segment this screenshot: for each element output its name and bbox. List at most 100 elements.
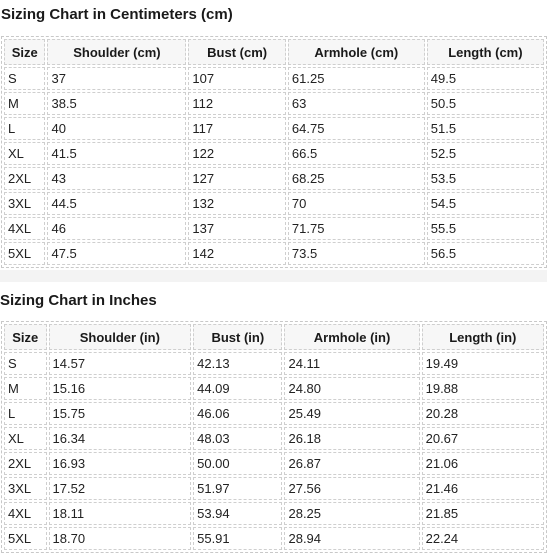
shoulder-cell: 46 (47, 217, 187, 240)
armhole-cell: 27.56 (284, 477, 420, 500)
size-cell: L (4, 117, 46, 140)
armhole-cell: 28.25 (284, 502, 420, 525)
bust-cell: 132 (188, 192, 286, 215)
in-sizing-table: Size Shoulder (in) Bust (in) Armhole (in… (1, 321, 547, 553)
length-cell: 21.85 (421, 502, 544, 525)
armhole-cell: 26.87 (284, 452, 420, 475)
size-cell: M (4, 377, 47, 400)
length-cell: 56.5 (426, 242, 544, 265)
shoulder-cell: 16.93 (48, 452, 192, 475)
armhole-cell: 25.49 (284, 402, 420, 425)
table-row: 4XL 46 137 71.75 55.5 (4, 217, 544, 240)
length-cell: 54.5 (426, 192, 544, 215)
size-cell: XL (4, 427, 47, 450)
armhole-cell: 70 (287, 192, 425, 215)
armhole-cell: 63 (287, 92, 425, 115)
bust-cell: 44.09 (193, 377, 283, 400)
column-header-bust: Bust (cm) (188, 39, 286, 65)
length-cell: 49.5 (426, 67, 544, 90)
column-header-shoulder: Shoulder (in) (48, 324, 192, 350)
in-chart-title: Sizing Chart in Inches (0, 292, 157, 309)
shoulder-cell: 15.75 (48, 402, 192, 425)
column-header-bust: Bust (in) (193, 324, 283, 350)
size-cell: 4XL (4, 217, 46, 240)
table-row: L 40 117 64.75 51.5 (4, 117, 544, 140)
column-header-armhole: Armhole (in) (284, 324, 420, 350)
table-header-row: Size Shoulder (cm) Bust (cm) Armhole (cm… (4, 39, 544, 65)
shoulder-cell: 37 (47, 67, 187, 90)
column-header-length: Length (cm) (426, 39, 544, 65)
shoulder-cell: 16.34 (48, 427, 192, 450)
bust-cell: 112 (188, 92, 286, 115)
column-header-size: Size (4, 324, 47, 350)
size-cell: M (4, 92, 46, 115)
bust-cell: 55.91 (193, 527, 283, 550)
table-row: M 15.16 44.09 24.80 19.88 (4, 377, 544, 400)
armhole-cell: 26.18 (284, 427, 420, 450)
column-header-armhole: Armhole (cm) (287, 39, 425, 65)
shoulder-cell: 14.57 (48, 352, 192, 375)
length-cell: 19.88 (421, 377, 544, 400)
armhole-cell: 71.75 (287, 217, 425, 240)
length-cell: 52.5 (426, 142, 544, 165)
shoulder-cell: 43 (47, 167, 187, 190)
table-row: XL 16.34 48.03 26.18 20.67 (4, 427, 544, 450)
size-cell: 4XL (4, 502, 47, 525)
bust-cell: 117 (188, 117, 286, 140)
shoulder-cell: 17.52 (48, 477, 192, 500)
table-row: 4XL 18.11 53.94 28.25 21.85 (4, 502, 544, 525)
size-cell: 3XL (4, 192, 46, 215)
armhole-cell: 68.25 (287, 167, 425, 190)
length-cell: 22.24 (421, 527, 544, 550)
size-cell: 2XL (4, 452, 47, 475)
size-cell: 5XL (4, 242, 46, 265)
shoulder-cell: 40 (47, 117, 187, 140)
shoulder-cell: 38.5 (47, 92, 187, 115)
column-header-length: Length (in) (421, 324, 544, 350)
bust-cell: 107 (188, 67, 286, 90)
bust-cell: 50.00 (193, 452, 283, 475)
bust-cell: 122 (188, 142, 286, 165)
section-divider (0, 270, 547, 282)
length-cell: 20.28 (421, 402, 544, 425)
length-cell: 53.5 (426, 167, 544, 190)
size-cell: S (4, 67, 46, 90)
length-cell: 19.49 (421, 352, 544, 375)
table-header-row: Size Shoulder (in) Bust (in) Armhole (in… (4, 324, 544, 350)
table-row: 2XL 16.93 50.00 26.87 21.06 (4, 452, 544, 475)
armhole-cell: 28.94 (284, 527, 420, 550)
shoulder-cell: 18.11 (48, 502, 192, 525)
shoulder-cell: 44.5 (47, 192, 187, 215)
length-cell: 21.06 (421, 452, 544, 475)
size-cell: L (4, 402, 47, 425)
length-cell: 50.5 (426, 92, 544, 115)
shoulder-cell: 41.5 (47, 142, 187, 165)
table-row: S 14.57 42.13 24.11 19.49 (4, 352, 544, 375)
table-row: 2XL 43 127 68.25 53.5 (4, 167, 544, 190)
size-cell: S (4, 352, 47, 375)
bust-cell: 46.06 (193, 402, 283, 425)
length-cell: 21.46 (421, 477, 544, 500)
bust-cell: 137 (188, 217, 286, 240)
cm-sizing-table: Size Shoulder (cm) Bust (cm) Armhole (cm… (1, 36, 547, 268)
length-cell: 55.5 (426, 217, 544, 240)
length-cell: 20.67 (421, 427, 544, 450)
armhole-cell: 64.75 (287, 117, 425, 140)
table-row: XL 41.5 122 66.5 52.5 (4, 142, 544, 165)
table-row: L 15.75 46.06 25.49 20.28 (4, 402, 544, 425)
shoulder-cell: 47.5 (47, 242, 187, 265)
bust-cell: 48.03 (193, 427, 283, 450)
armhole-cell: 61.25 (287, 67, 425, 90)
table-row: S 37 107 61.25 49.5 (4, 67, 544, 90)
armhole-cell: 24.80 (284, 377, 420, 400)
length-cell: 51.5 (426, 117, 544, 140)
cm-chart-title: Sizing Chart in Centimeters (cm) (1, 6, 233, 23)
column-header-size: Size (4, 39, 46, 65)
bust-cell: 42.13 (193, 352, 283, 375)
bust-cell: 51.97 (193, 477, 283, 500)
shoulder-cell: 15.16 (48, 377, 192, 400)
table-row: 5XL 18.70 55.91 28.94 22.24 (4, 527, 544, 550)
armhole-cell: 24.11 (284, 352, 420, 375)
size-cell: XL (4, 142, 46, 165)
table-row: 5XL 47.5 142 73.5 56.5 (4, 242, 544, 265)
